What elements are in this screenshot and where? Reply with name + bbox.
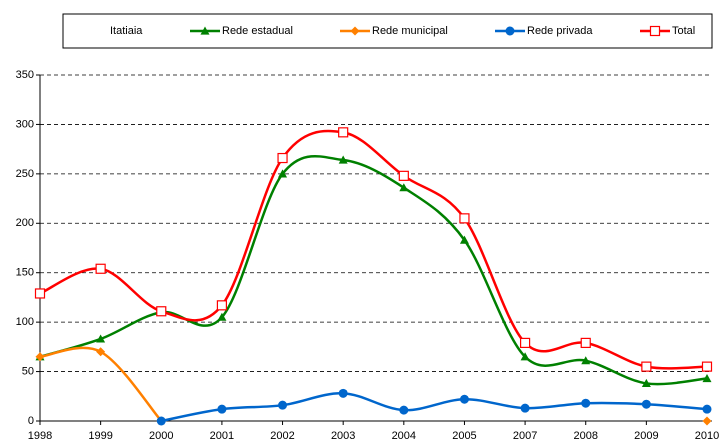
x-tick-label: 2007 <box>513 430 537 442</box>
series-line <box>39 129 708 370</box>
y-tick-label: 350 <box>16 69 34 81</box>
x-tick-label: 2008 <box>573 430 597 442</box>
data-point <box>217 404 227 414</box>
y-tick-label: 50 <box>22 365 34 377</box>
data-point <box>702 373 712 383</box>
x-tick-label: 2000 <box>149 430 173 442</box>
y-tick-label: 150 <box>16 267 34 279</box>
y-tick-label: 0 <box>28 415 34 427</box>
data-point <box>34 288 46 299</box>
data-point <box>641 378 651 388</box>
data-point <box>278 169 288 178</box>
y-tick-label: 200 <box>16 217 34 229</box>
data-point <box>519 337 531 349</box>
data-point <box>35 352 45 362</box>
legend-marker <box>200 26 210 35</box>
data-point <box>338 388 348 398</box>
data-point <box>278 400 288 410</box>
data-point <box>216 300 228 311</box>
series-line <box>161 392 708 423</box>
data-point <box>702 404 712 414</box>
data-point <box>641 399 651 409</box>
data-point <box>459 235 469 244</box>
x-tick-label: 2001 <box>210 430 234 442</box>
x-tick-label: 2009 <box>634 430 658 442</box>
y-tick-label: 300 <box>16 118 34 130</box>
data-point <box>338 155 348 164</box>
data-point <box>399 405 409 415</box>
legend-label: Rede estadual <box>222 25 293 37</box>
data-point <box>96 334 106 343</box>
y-tick-label: 100 <box>16 316 34 328</box>
data-point <box>580 337 591 349</box>
series-line <box>40 348 707 421</box>
x-tick-label: 1998 <box>28 430 52 442</box>
legend-marker <box>505 26 515 36</box>
data-point <box>581 398 591 408</box>
data-point <box>459 213 470 224</box>
data-point <box>156 416 166 426</box>
data-point <box>338 127 349 138</box>
legend-label: Total <box>672 25 695 37</box>
legend-marker <box>649 25 661 37</box>
legend-label: Rede privada <box>527 25 593 37</box>
x-tick-label: 2005 <box>452 430 476 442</box>
legend-marker <box>350 26 360 36</box>
x-tick-label: 1999 <box>88 430 112 442</box>
data-point <box>701 361 713 372</box>
data-point <box>96 347 106 357</box>
x-tick-label: 2010 <box>695 430 719 442</box>
data-point <box>277 152 288 164</box>
data-point <box>641 361 652 372</box>
data-point <box>156 306 167 317</box>
data-point <box>520 352 530 361</box>
data-point <box>399 183 409 192</box>
data-point <box>95 263 106 274</box>
legend-label: Rede municipal <box>372 25 448 37</box>
x-tick-label: 2003 <box>331 430 355 442</box>
x-tick-label: 2004 <box>392 430 416 442</box>
data-point <box>520 403 530 413</box>
data-point <box>581 356 591 365</box>
legend-title: Itatiaia <box>110 25 143 37</box>
data-point <box>459 394 469 404</box>
data-point <box>398 170 409 181</box>
data-point <box>217 312 227 321</box>
x-tick-label: 2002 <box>270 430 294 442</box>
y-tick-label: 250 <box>16 168 34 180</box>
data-point <box>702 416 712 426</box>
legend-box <box>62 13 713 49</box>
